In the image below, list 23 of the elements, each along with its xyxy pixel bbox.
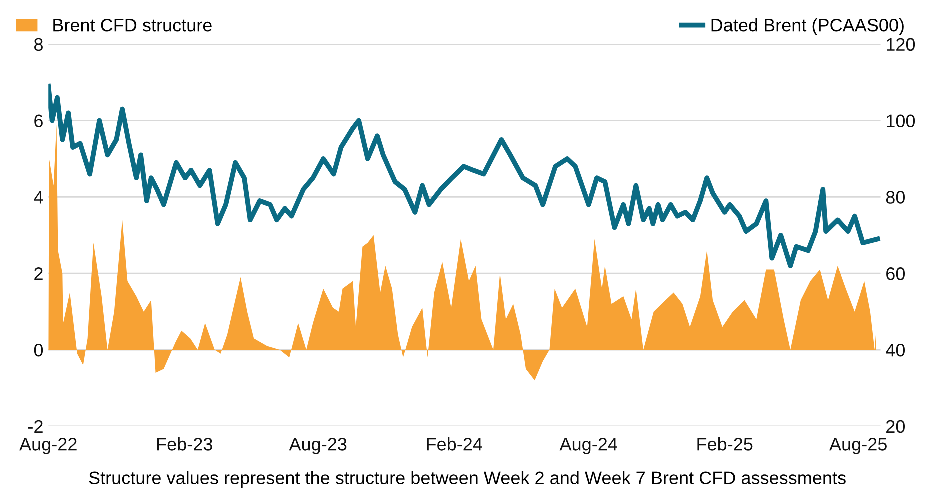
y-tick-label: -2: [28, 420, 43, 433]
x-tick-label: Feb-25: [698, 438, 753, 451]
x-tick-label: Feb-23: [157, 438, 212, 451]
legend-label: Brent CFD structure: [54, 18, 212, 32]
legend-label: Dated Brent (PCAAS00): [712, 18, 904, 36]
x-tick-label: Aug-23: [289, 438, 347, 454]
y-tick-label: 2: [34, 268, 43, 280]
x-tick-label: Feb-24: [427, 438, 482, 451]
y-tick-label: 6: [34, 114, 43, 128]
y2-tick-label: 40: [886, 344, 906, 357]
text: Structure values represent the structure between Week 2 and Week 7 Brent CFD assessments: [89, 471, 846, 488]
y2-tick-label: 60: [886, 268, 906, 280]
line-series: [48, 84, 880, 268]
y2-tick-label: 120: [887, 38, 916, 52]
y-tick-label: 8: [34, 38, 43, 52]
y-tick-label: 4: [34, 191, 44, 204]
x-tick-label: Aug-25: [830, 438, 887, 454]
y2-tick-label: 80: [886, 191, 906, 204]
y-tick-label: 0: [34, 344, 44, 357]
y2-tick-label: 100: [887, 114, 916, 128]
x-tick-label: Aug-24: [560, 438, 618, 454]
y2-tick-label: 20: [886, 420, 906, 434]
x-tick-label: Aug-22: [20, 438, 77, 454]
